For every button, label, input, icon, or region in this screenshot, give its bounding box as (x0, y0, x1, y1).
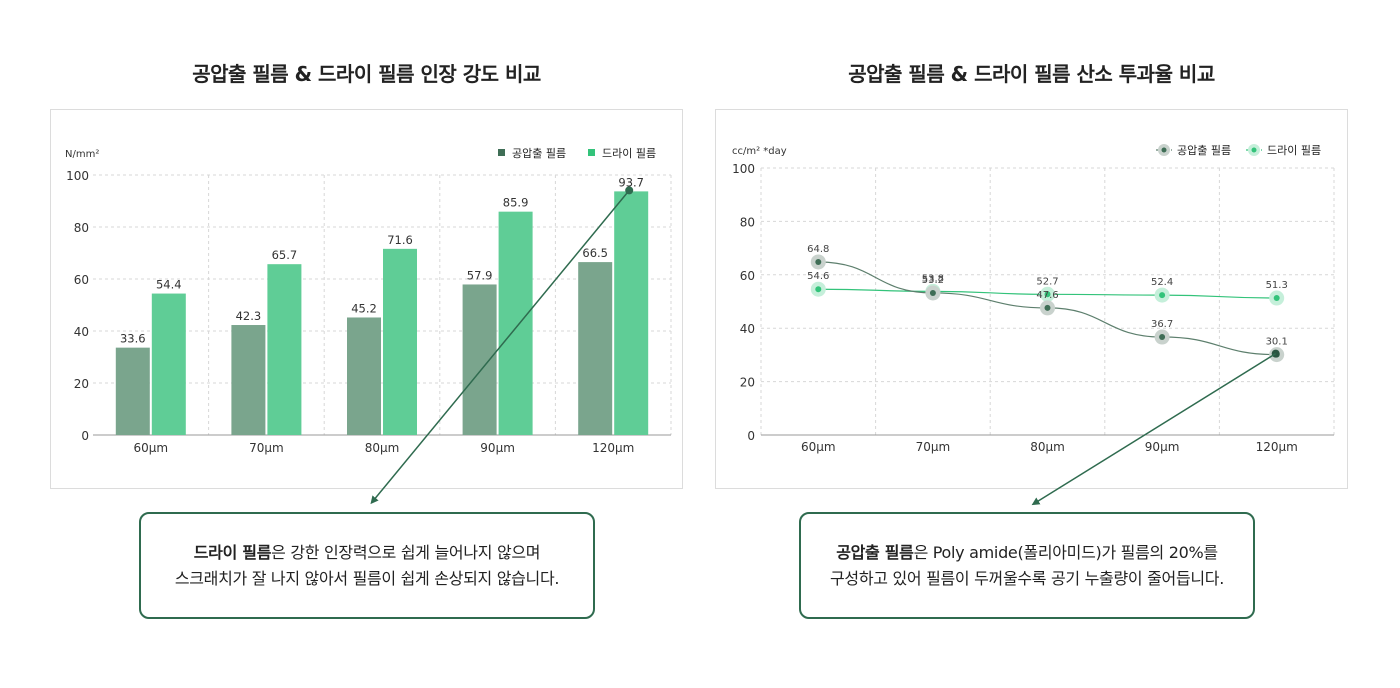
right-callout: 공압출 필름은 Poly amide(폴리아미드)가 필름의 20%를 구성하고… (799, 512, 1255, 619)
right-chart-title: 공압출 필름 & 드라이 필름 산소 투과율 비교 (848, 62, 1215, 86)
bar (462, 284, 497, 435)
legend-marker (588, 149, 595, 156)
bar-value-label: 57.9 (467, 268, 493, 282)
right-callout-line1: 은 Poly amide(폴리아미드)가 필름의 20%를 (913, 542, 1219, 562)
x-tick-label: 90μm (1145, 440, 1180, 454)
bar-chart-panel: 0 20 40 60 80 100 N/mm² 60μm 33.6 54.4 70μm 42.3 65.… (50, 109, 683, 489)
point-value-label: 53.8 (922, 273, 944, 284)
y-tick-label: 20 (74, 377, 89, 391)
legend-label: 공압출 필름 (512, 147, 566, 160)
bar (231, 325, 266, 435)
bar-value-label: 71.6 (387, 233, 413, 247)
y-axis-unit-label: cc/m² *day (732, 146, 787, 157)
y-tick-label: 80 (740, 215, 755, 229)
data-point (1273, 351, 1280, 358)
legend-label: 드라이 필름 (602, 147, 656, 160)
data-point (1159, 292, 1166, 299)
bar-value-label: 85.9 (503, 196, 529, 210)
bar (115, 347, 150, 435)
y-tick-label: 60 (74, 273, 89, 287)
line-chart-panel: 0 20 40 60 80 100 cc/m² *day 60μm 70μm 80μm 90μm 12… (715, 109, 1348, 489)
y-tick-label: 100 (66, 169, 89, 183)
data-point (1159, 334, 1166, 341)
bar (151, 293, 186, 435)
point-value-label: 51.3 (1266, 280, 1288, 291)
point-value-label: 47.6 (1036, 290, 1058, 301)
bar (267, 264, 302, 435)
y-tick-label: 60 (740, 269, 755, 283)
point-value-label: 52.4 (1151, 277, 1173, 288)
bar-value-label: 45.2 (351, 301, 377, 315)
bar (498, 211, 533, 435)
left-callout: 드라이 필름은 강한 인장력으로 쉽게 늘어나지 않으며 스크래치가 잘 나지 … (139, 512, 595, 619)
y-tick-label: 40 (74, 325, 89, 339)
bar (347, 317, 381, 435)
x-tick-label: 60μm (801, 440, 836, 454)
x-tick-label: 60μm (134, 441, 169, 455)
x-tick-label: 70μm (249, 441, 284, 455)
legend-marker (498, 149, 505, 156)
x-tick-label: 80μm (1030, 440, 1065, 454)
left-callout-line1: 은 강한 인장력으로 쉽게 늘어나지 않으며 (271, 542, 541, 562)
data-point (815, 258, 822, 265)
legend-label: 공압출 필름 (1177, 144, 1231, 157)
x-tick-label: 80μm (365, 441, 400, 455)
line-chart: 0 20 40 60 80 100 cc/m² *day 60μm 70μm 80μm 90μm 12… (732, 144, 1335, 454)
bar-value-label: 54.4 (156, 278, 182, 292)
x-tick-label: 120μm (592, 441, 634, 455)
data-point (929, 289, 936, 296)
point-value-label: 64.8 (807, 244, 829, 255)
y-axis-unit-label: N/mm² (65, 149, 99, 160)
bar (383, 248, 417, 435)
point-value-label: 30.1 (1266, 337, 1288, 348)
bar-value-label: 65.7 (272, 248, 298, 262)
point-value-label: 54.6 (807, 271, 829, 282)
data-point (815, 286, 822, 293)
left-chart-title: 공압출 필름 & 드라이 필름 인장 강도 비교 (192, 62, 541, 86)
y-tick-label: 80 (74, 221, 89, 235)
left-callout-line2: 스크래치가 잘 나지 않아서 필름이 쉽게 손상되지 않습니다. (174, 568, 560, 588)
data-point (1273, 295, 1280, 302)
y-tick-label: 40 (740, 322, 755, 336)
y-tick-label: 0 (81, 429, 89, 443)
point-value-label: 52.7 (1036, 276, 1058, 287)
y-tick-label: 20 (740, 376, 755, 390)
point-value-label: 36.7 (1151, 319, 1173, 330)
y-tick-label: 0 (747, 429, 755, 443)
left-callout-bold: 드라이 필름 (193, 542, 272, 562)
x-tick-label: 70μm (916, 440, 951, 454)
legend-marker (1251, 147, 1257, 153)
x-tick-label: 120μm (1256, 440, 1298, 454)
x-tick-label: 90μm (480, 441, 515, 455)
bar-chart: 0 20 40 60 80 100 N/mm² 60μm 33.6 54.4 70μm 42.3 65.… (65, 147, 672, 455)
data-point (1044, 291, 1051, 298)
legend-marker (1161, 147, 1167, 153)
bar-value-label: 33.6 (120, 332, 146, 346)
bar-value-label: 93.7 (618, 175, 644, 189)
right-callout-line2: 구성하고 있어 필름이 두꺼울수록 공기 누출량이 줄어듭니다. (829, 568, 1224, 588)
bar (578, 262, 613, 435)
legend-label: 드라이 필름 (1267, 144, 1321, 157)
data-point (1044, 304, 1051, 311)
point-value-label: 53.2 (922, 275, 944, 286)
bar (614, 191, 649, 435)
bar-value-label: 42.3 (236, 309, 262, 323)
y-tick-label: 100 (732, 162, 755, 176)
right-callout-bold: 공압출 필름 (836, 542, 914, 562)
bar-value-label: 66.5 (582, 246, 608, 260)
